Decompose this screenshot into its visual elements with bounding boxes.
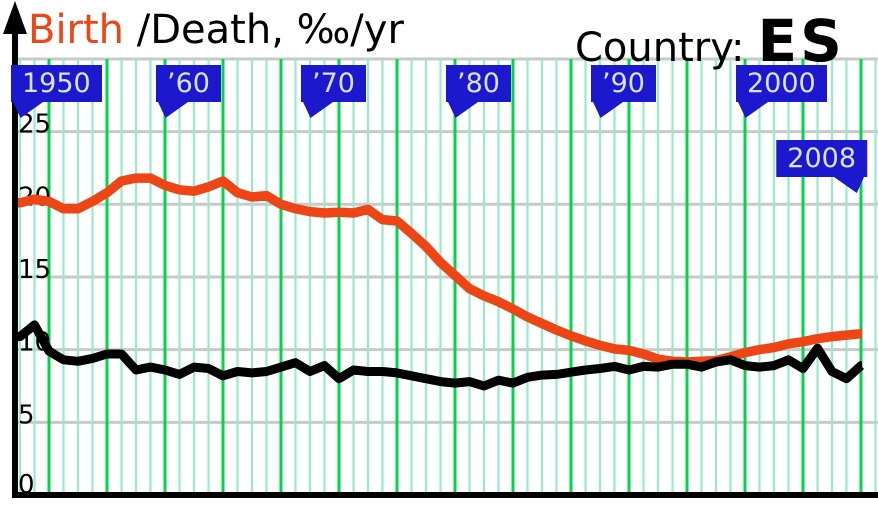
- year-flag-label: ’70: [312, 68, 355, 99]
- year-flag-label: ’60: [167, 68, 210, 99]
- year-flag-label: 2008: [787, 143, 856, 174]
- y-tick-label: 15: [18, 255, 51, 285]
- death-line: [15, 320, 866, 391]
- year-flag-1970: ’70: [301, 65, 366, 118]
- country-code: ES: [757, 7, 845, 75]
- year-flag-label: 2000: [747, 68, 816, 99]
- y-axis-arrow-icon: [3, 1, 27, 34]
- year-flag-label: 1950: [22, 68, 91, 99]
- year-flag-label: ’90: [602, 68, 645, 99]
- country-header: Country: ES: [575, 7, 845, 75]
- year-flag-2000: 2000: [736, 65, 827, 118]
- y-axis: [12, 28, 18, 495]
- year-flag-1950: 1950: [11, 65, 102, 118]
- year-flag-label: ’80: [457, 68, 500, 99]
- year-flag-1980: ’80: [446, 65, 511, 118]
- country-label: Country:: [575, 25, 745, 71]
- y-tick-label: 5: [18, 400, 35, 430]
- year-flag-1960: ’60: [156, 65, 221, 118]
- x-axis: [12, 492, 878, 498]
- year-flag-2008: 2008: [776, 140, 867, 193]
- year-flag-1990: ’90: [591, 65, 656, 118]
- chart-title: Birth /Death, ‰/yr: [28, 7, 404, 53]
- death-units-label: /Death, ‰/yr: [124, 7, 404, 53]
- birth-label: Birth: [28, 7, 125, 53]
